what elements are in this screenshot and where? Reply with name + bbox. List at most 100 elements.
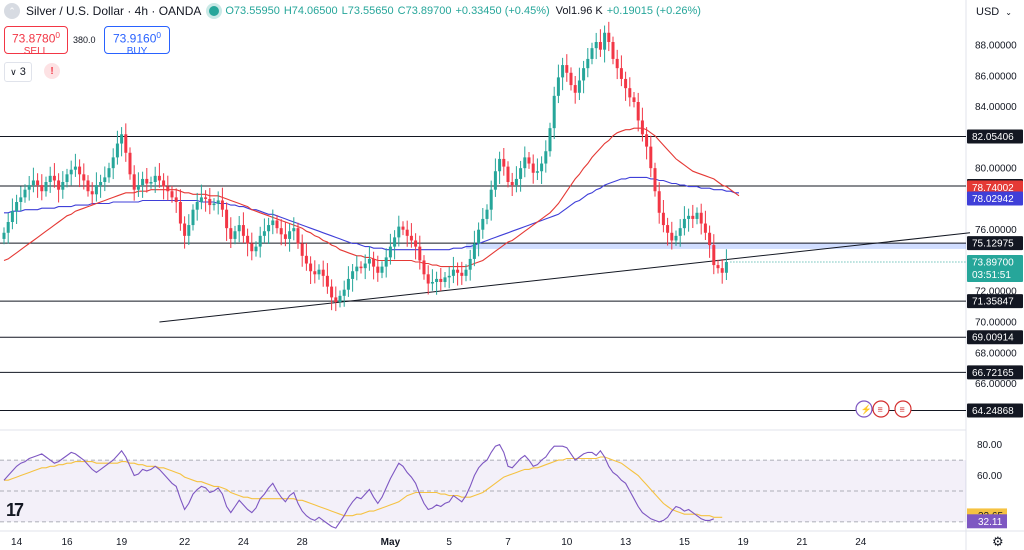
candle-body	[670, 232, 674, 241]
candle-body	[498, 158, 502, 172]
candle-body	[220, 200, 224, 210]
time-tick-label: 19	[738, 537, 750, 548]
candle-body	[90, 191, 94, 195]
time-tick-label: 28	[297, 537, 309, 548]
candle-body	[195, 202, 199, 210]
candle-body	[405, 229, 409, 236]
collapse-icon[interactable]: ⌃	[4, 3, 20, 19]
candle-body	[649, 146, 653, 169]
candle-body	[111, 157, 115, 169]
candle-body	[292, 228, 296, 232]
chevron-down-icon: ∨	[10, 66, 17, 77]
candle-body	[233, 231, 237, 239]
candle-body	[73, 166, 77, 170]
rsi-ma-line	[4, 456, 723, 518]
level-price-tag	[967, 236, 1023, 251]
candle-body	[216, 200, 220, 204]
bar-countdown-label: 03:51:51	[972, 270, 1011, 281]
candle-body	[645, 134, 649, 147]
indicators-toggle[interactable]: ∨ 3	[4, 62, 32, 82]
candle-body	[23, 189, 27, 198]
candle-body	[687, 215, 691, 219]
candle-body	[691, 215, 695, 219]
currency-selector[interactable]: USD ⌄	[972, 3, 1016, 21]
candle-body	[640, 120, 644, 135]
market-open-icon	[209, 6, 220, 16]
candle-body	[447, 275, 451, 278]
candle-body	[132, 174, 136, 190]
candle-body	[94, 185, 98, 195]
candle-body	[288, 231, 292, 239]
candle-body	[136, 185, 140, 190]
candle-body	[397, 226, 401, 238]
candle-body	[577, 80, 581, 93]
rsi-value-tag	[967, 514, 1007, 529]
level-price-label: 71.35847	[972, 297, 1014, 308]
buy-button[interactable]: 73.91600 BUY	[104, 26, 170, 57]
time-tick-label: 7	[505, 537, 511, 548]
candle-body	[27, 185, 31, 190]
candle-body	[468, 258, 472, 270]
candle-body	[510, 182, 514, 186]
candle-body	[351, 271, 355, 279]
candle-body	[712, 245, 716, 266]
candle-body	[258, 235, 262, 247]
alert-icon[interactable]: !	[44, 63, 60, 79]
candle-body	[527, 157, 531, 164]
candle-body	[170, 191, 174, 198]
time-tick-label: 5	[446, 537, 452, 548]
candle-body	[724, 262, 728, 273]
candle-body	[493, 171, 497, 190]
buy-label: BUY	[126, 46, 148, 58]
candle-body	[120, 134, 124, 144]
candle-body	[607, 32, 611, 42]
candle-body	[162, 180, 166, 187]
candle-body	[720, 268, 724, 273]
event-icon-glyph: ≡	[900, 405, 905, 415]
sell-price-sup: 0	[55, 30, 61, 40]
candle-body	[565, 65, 569, 73]
level-price-label: 78.74002	[972, 183, 1014, 194]
level-price-label: 82.05406	[972, 132, 1014, 143]
candle-body	[325, 275, 329, 287]
candle-body	[439, 278, 443, 282]
candle-body	[376, 266, 380, 273]
candle-body	[254, 246, 258, 252]
symbol-title[interactable]: Silver / U.S. Dollar · 4h · OANDA	[26, 4, 202, 18]
ohlc-low: L73.55650	[341, 5, 394, 17]
candle-body	[199, 197, 203, 202]
candle-body	[426, 274, 430, 284]
spread-value: 380.0	[73, 35, 96, 45]
candle-body	[57, 180, 61, 190]
candle-body	[304, 255, 308, 264]
currency-label: USD	[976, 6, 1000, 18]
candle-body	[443, 277, 447, 282]
candle-body	[321, 269, 325, 276]
candle-body	[153, 175, 157, 182]
candle-body	[187, 225, 191, 236]
candle-body	[241, 225, 245, 236]
sell-button[interactable]: 73.87800 SELL	[4, 26, 68, 57]
candle-body	[300, 243, 304, 256]
candle-body	[582, 68, 586, 81]
candle-body	[145, 178, 149, 184]
candle-body	[460, 272, 464, 276]
candle-body	[69, 169, 73, 175]
candle-body	[485, 209, 489, 219]
candle-body	[535, 171, 539, 173]
candle-body	[653, 168, 657, 192]
candle-body	[384, 257, 388, 267]
chart-header: ⌃ Silver / U.S. Dollar · 4h · OANDA O73.…	[0, 0, 705, 22]
candle-body	[107, 168, 111, 178]
candle-body	[229, 228, 233, 239]
gear-icon[interactable]: ⚙	[992, 534, 1004, 549]
ohlc-high: H74.06500	[283, 5, 338, 17]
ohlc-close: C73.89700	[397, 5, 452, 17]
candle-body	[699, 212, 703, 224]
ohlc-open: O73.55950	[225, 5, 280, 17]
candle-body	[262, 231, 266, 236]
candle-body	[708, 232, 712, 246]
price-tick-label: 80.00000	[975, 164, 1017, 175]
candle-body	[363, 263, 367, 269]
